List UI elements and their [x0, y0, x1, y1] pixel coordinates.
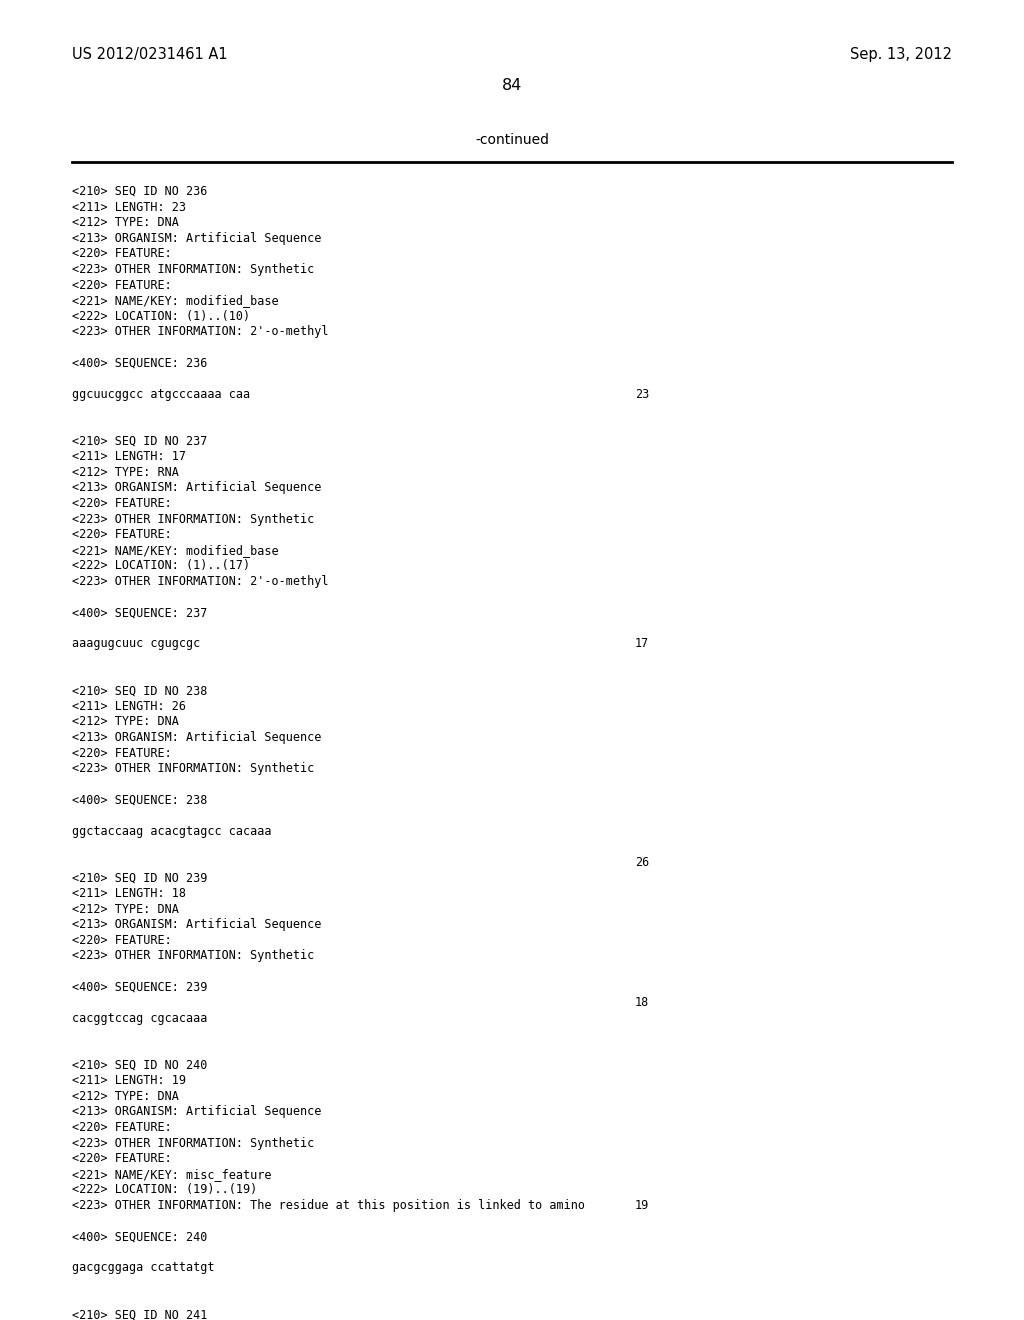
Text: <212> TYPE: RNA: <212> TYPE: RNA: [72, 466, 179, 479]
Text: <213> ORGANISM: Artificial Sequence: <213> ORGANISM: Artificial Sequence: [72, 1105, 322, 1118]
Text: <210> SEQ ID NO 239: <210> SEQ ID NO 239: [72, 871, 208, 884]
Text: 84: 84: [502, 78, 522, 92]
Text: <210> SEQ ID NO 238: <210> SEQ ID NO 238: [72, 684, 208, 697]
Text: <212> TYPE: DNA: <212> TYPE: DNA: [72, 903, 179, 916]
Text: <223> OTHER INFORMATION: Synthetic: <223> OTHER INFORMATION: Synthetic: [72, 512, 314, 525]
Text: <223> OTHER INFORMATION: Synthetic: <223> OTHER INFORMATION: Synthetic: [72, 1137, 314, 1150]
Text: <220> FEATURE:: <220> FEATURE:: [72, 247, 172, 260]
Text: <222> LOCATION: (1)..(10): <222> LOCATION: (1)..(10): [72, 310, 250, 323]
Text: gacgcggaga ccattatgt: gacgcggaga ccattatgt: [72, 1262, 214, 1274]
Text: <212> TYPE: DNA: <212> TYPE: DNA: [72, 216, 179, 230]
Text: 26: 26: [635, 855, 649, 869]
Text: <220> FEATURE:: <220> FEATURE:: [72, 1152, 172, 1166]
Text: <211> LENGTH: 26: <211> LENGTH: 26: [72, 700, 186, 713]
Text: ggctaccaag acacgtagcc cacaaa: ggctaccaag acacgtagcc cacaaa: [72, 825, 271, 838]
Text: <213> ORGANISM: Artificial Sequence: <213> ORGANISM: Artificial Sequence: [72, 232, 322, 244]
Text: <213> ORGANISM: Artificial Sequence: <213> ORGANISM: Artificial Sequence: [72, 731, 322, 744]
Text: aaagugcuuc cgugcgc: aaagugcuuc cgugcgc: [72, 638, 201, 651]
Text: <222> LOCATION: (19)..(19): <222> LOCATION: (19)..(19): [72, 1184, 257, 1196]
Text: -continued: -continued: [475, 133, 549, 147]
Text: <221> NAME/KEY: modified_base: <221> NAME/KEY: modified_base: [72, 294, 279, 308]
Text: 19: 19: [635, 1199, 649, 1212]
Text: <400> SEQUENCE: 238: <400> SEQUENCE: 238: [72, 793, 208, 807]
Text: ggcuucggcc atgcccaaaa caa: ggcuucggcc atgcccaaaa caa: [72, 388, 250, 401]
Text: <220> FEATURE:: <220> FEATURE:: [72, 933, 172, 946]
Text: 17: 17: [635, 638, 649, 651]
Text: Sep. 13, 2012: Sep. 13, 2012: [850, 48, 952, 62]
Text: <400> SEQUENCE: 240: <400> SEQUENCE: 240: [72, 1230, 208, 1243]
Text: <210> SEQ ID NO 236: <210> SEQ ID NO 236: [72, 185, 208, 198]
Text: <400> SEQUENCE: 237: <400> SEQUENCE: 237: [72, 606, 208, 619]
Text: 23: 23: [635, 388, 649, 401]
Text: <221> NAME/KEY: modified_base: <221> NAME/KEY: modified_base: [72, 544, 279, 557]
Text: <212> TYPE: DNA: <212> TYPE: DNA: [72, 715, 179, 729]
Text: <223> OTHER INFORMATION: Synthetic: <223> OTHER INFORMATION: Synthetic: [72, 762, 314, 775]
Text: <400> SEQUENCE: 236: <400> SEQUENCE: 236: [72, 356, 208, 370]
Text: <211> LENGTH: 19: <211> LENGTH: 19: [72, 1074, 186, 1088]
Text: <223> OTHER INFORMATION: The residue at this position is linked to amino: <223> OTHER INFORMATION: The residue at …: [72, 1199, 585, 1212]
Text: <223> OTHER INFORMATION: 2'-o-methyl: <223> OTHER INFORMATION: 2'-o-methyl: [72, 326, 329, 338]
Text: <210> SEQ ID NO 240: <210> SEQ ID NO 240: [72, 1059, 208, 1072]
Text: <211> LENGTH: 23: <211> LENGTH: 23: [72, 201, 186, 214]
Text: <220> FEATURE:: <220> FEATURE:: [72, 528, 172, 541]
Text: US 2012/0231461 A1: US 2012/0231461 A1: [72, 48, 227, 62]
Text: <220> FEATURE:: <220> FEATURE:: [72, 747, 172, 759]
Text: <222> LOCATION: (1)..(17): <222> LOCATION: (1)..(17): [72, 560, 250, 573]
Text: <223> OTHER INFORMATION: Synthetic: <223> OTHER INFORMATION: Synthetic: [72, 263, 314, 276]
Text: <211> LENGTH: 17: <211> LENGTH: 17: [72, 450, 186, 463]
Text: <400> SEQUENCE: 239: <400> SEQUENCE: 239: [72, 981, 208, 994]
Text: <223> OTHER INFORMATION: 2'-o-methyl: <223> OTHER INFORMATION: 2'-o-methyl: [72, 576, 329, 587]
Text: <213> ORGANISM: Artificial Sequence: <213> ORGANISM: Artificial Sequence: [72, 919, 322, 931]
Text: <212> TYPE: DNA: <212> TYPE: DNA: [72, 1090, 179, 1102]
Text: <220> FEATURE:: <220> FEATURE:: [72, 279, 172, 292]
Text: <220> FEATURE:: <220> FEATURE:: [72, 1121, 172, 1134]
Text: <221> NAME/KEY: misc_feature: <221> NAME/KEY: misc_feature: [72, 1168, 271, 1181]
Text: <223> OTHER INFORMATION: Synthetic: <223> OTHER INFORMATION: Synthetic: [72, 949, 314, 962]
Text: 18: 18: [635, 997, 649, 1010]
Text: cacggtccag cgcacaaa: cacggtccag cgcacaaa: [72, 1012, 208, 1024]
Text: <213> ORGANISM: Artificial Sequence: <213> ORGANISM: Artificial Sequence: [72, 482, 322, 495]
Text: <220> FEATURE:: <220> FEATURE:: [72, 498, 172, 510]
Text: <210> SEQ ID NO 241: <210> SEQ ID NO 241: [72, 1308, 208, 1320]
Text: <210> SEQ ID NO 237: <210> SEQ ID NO 237: [72, 434, 208, 447]
Text: <211> LENGTH: 18: <211> LENGTH: 18: [72, 887, 186, 900]
